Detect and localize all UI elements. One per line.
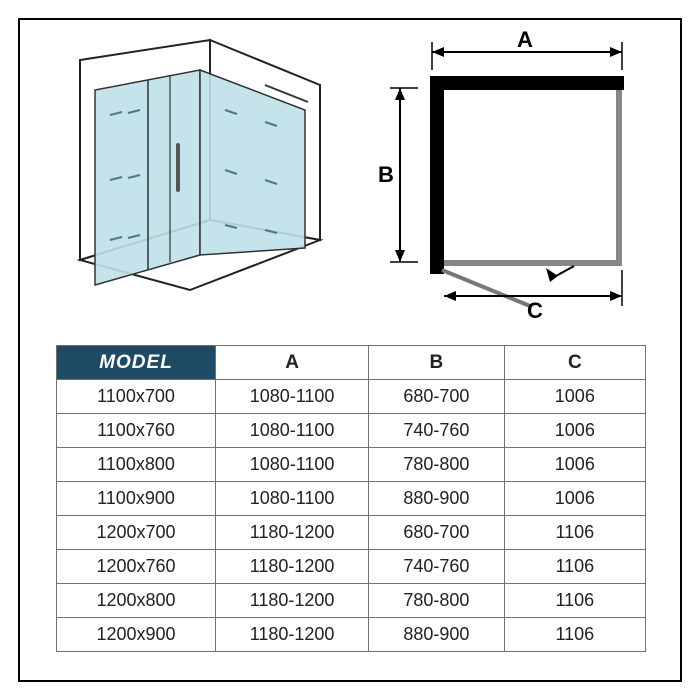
isometric-drawing [40, 30, 340, 320]
spec-table-container: MODEL A B C 1100x700 1080-1100 680-700 1… [56, 345, 646, 652]
plan-drawing: A B [360, 30, 650, 330]
spec-table: MODEL A B C 1100x700 1080-1100 680-700 1… [56, 345, 646, 652]
diagram-area: A B [20, 20, 680, 330]
table-body: 1100x700 1080-1100 680-700 1006 1100x760… [57, 380, 646, 652]
table-row: 1200x700 1180-1200 680-700 1106 [57, 516, 646, 550]
col-a: A [216, 346, 369, 380]
col-b: B [369, 346, 504, 380]
table-header-row: MODEL A B C [57, 346, 646, 380]
col-c: C [504, 346, 645, 380]
table-row: 1100x700 1080-1100 680-700 1006 [57, 380, 646, 414]
table-row: 1200x800 1180-1200 780-800 1106 [57, 584, 646, 618]
table-row: 1200x760 1180-1200 740-760 1106 [57, 550, 646, 584]
dim-label-a: A [517, 30, 533, 52]
table-row: 1100x800 1080-1100 780-800 1006 [57, 448, 646, 482]
dim-label-b: B [378, 162, 394, 187]
dim-label-c: C [527, 298, 543, 323]
spec-sheet-frame: A B [18, 18, 682, 682]
table-row: 1100x760 1080-1100 740-760 1006 [57, 414, 646, 448]
col-model: MODEL [57, 346, 216, 380]
table-row: 1100x900 1080-1100 880-900 1006 [57, 482, 646, 516]
table-row: 1200x900 1180-1200 880-900 1106 [57, 618, 646, 652]
